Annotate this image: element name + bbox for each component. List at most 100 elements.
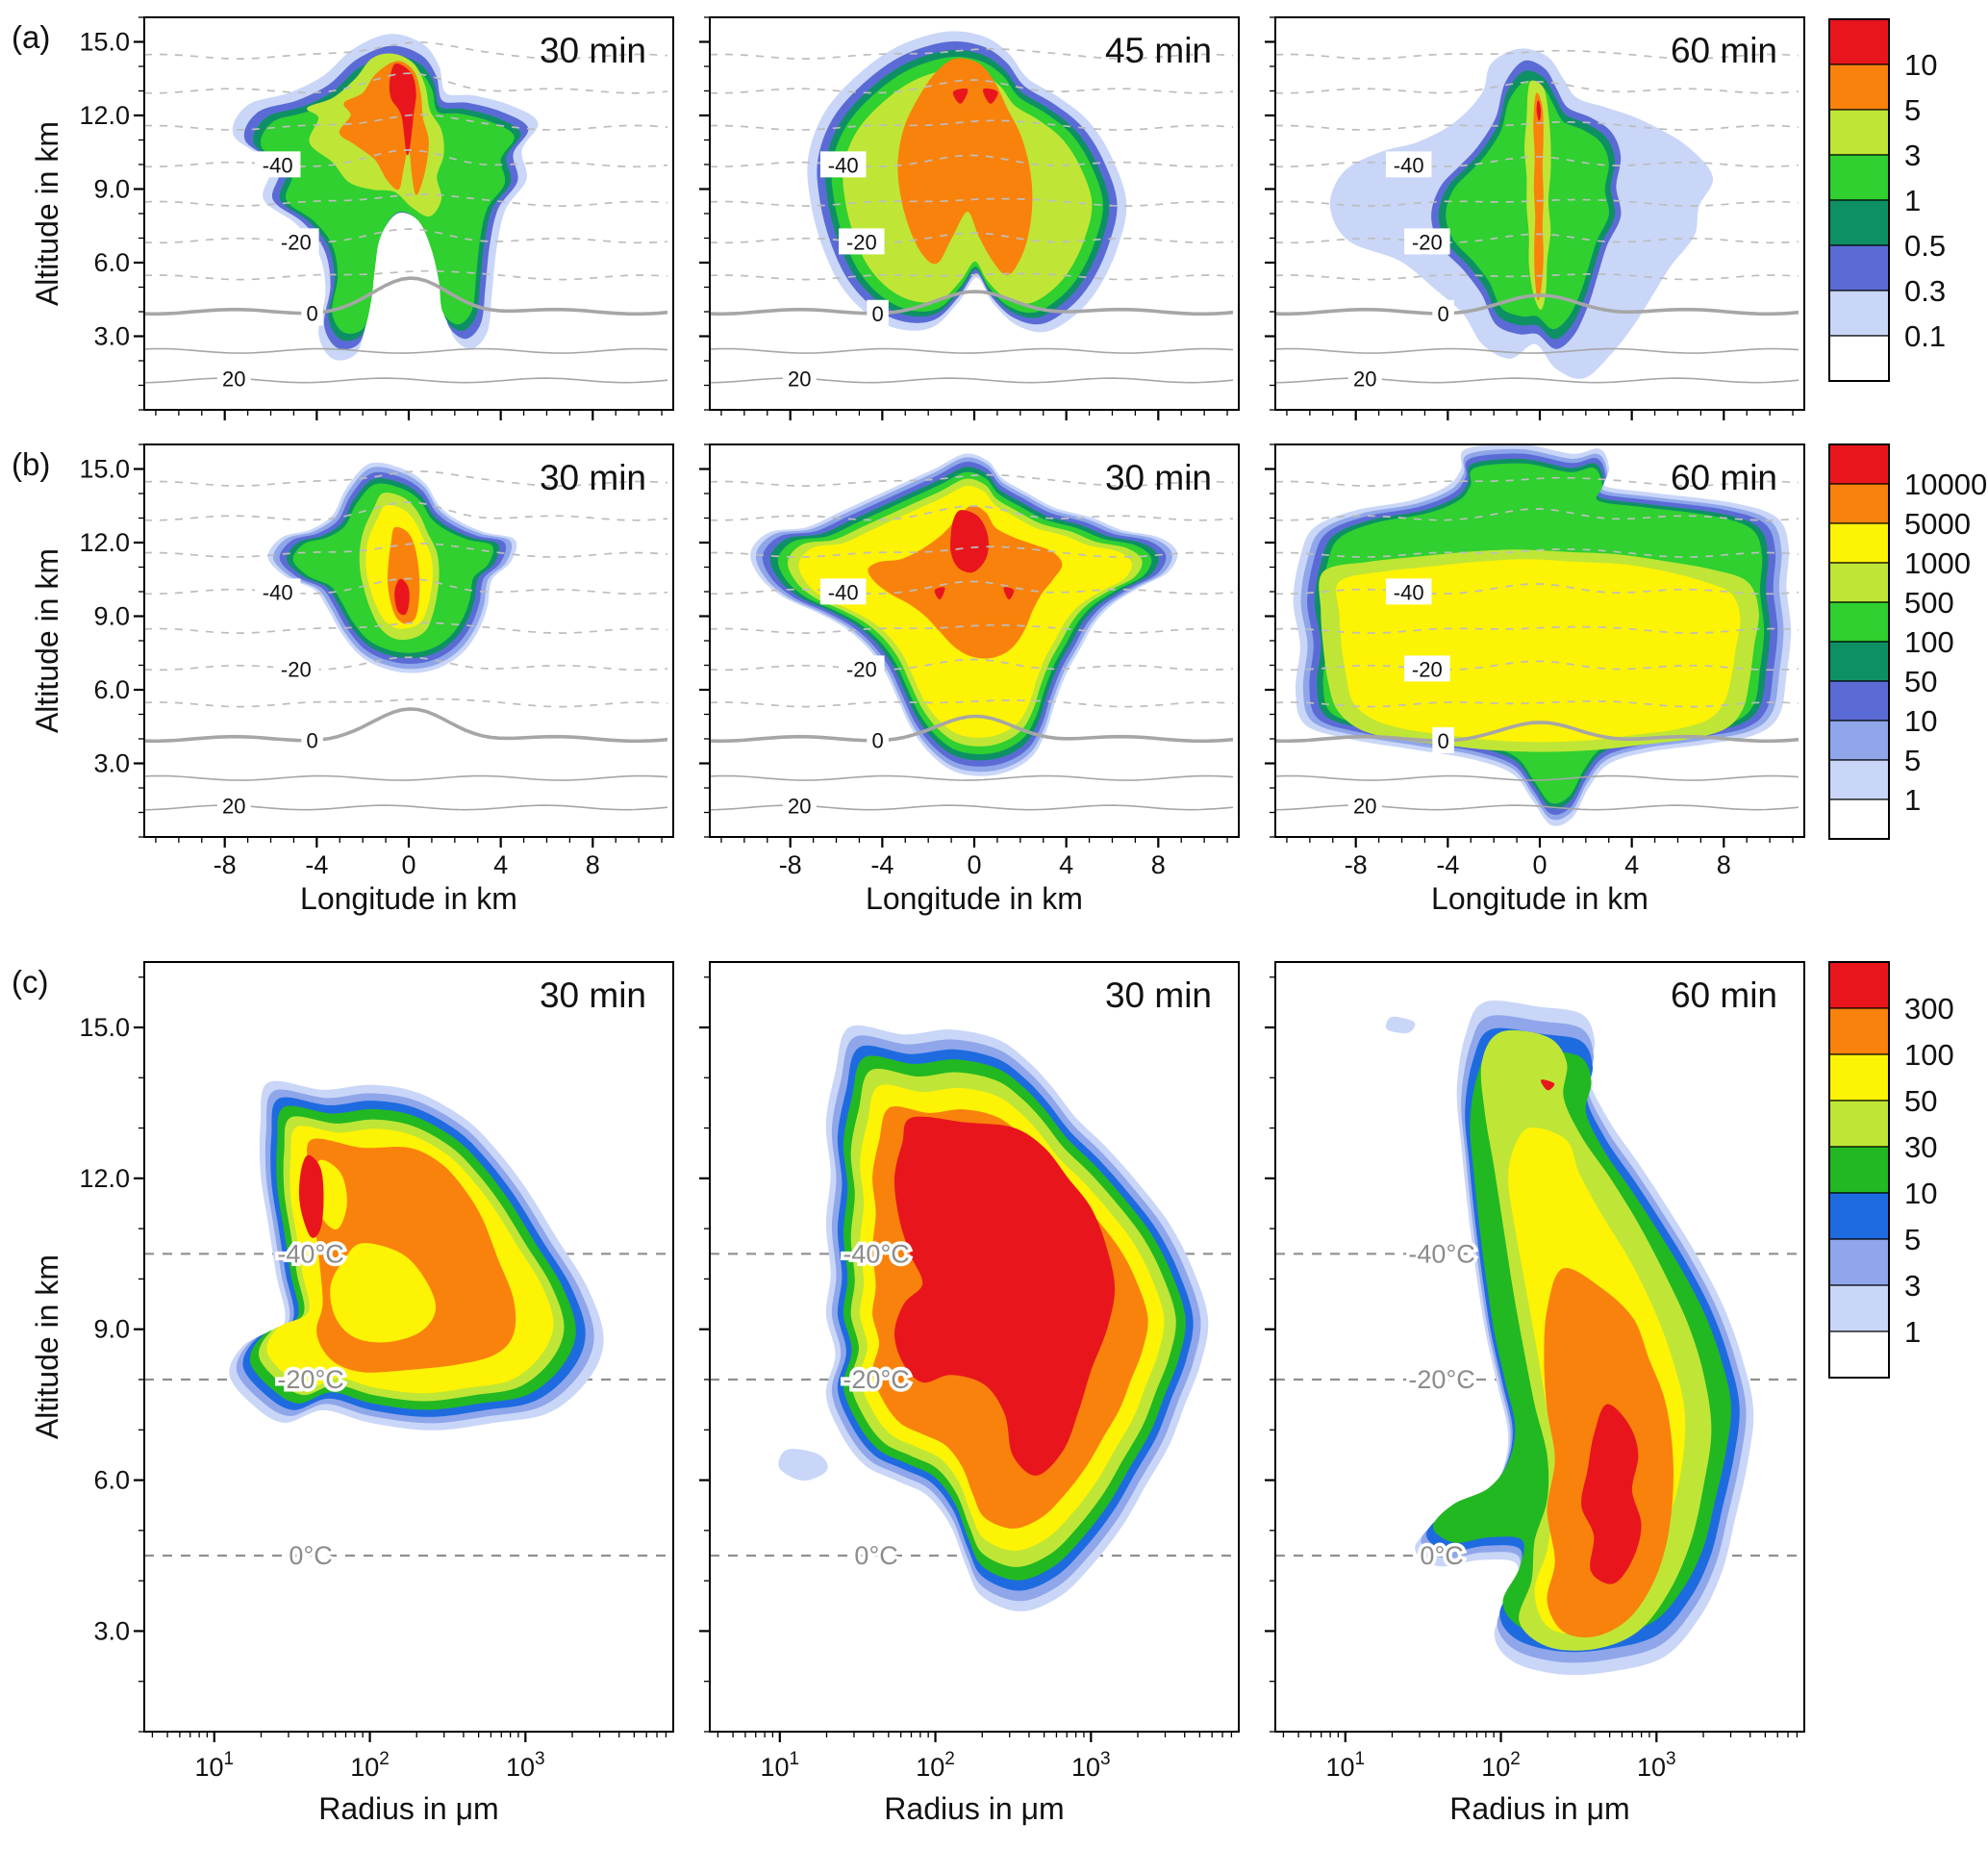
temperature-isoline [710,79,1234,94]
temperature-isoline [710,658,1234,671]
isoline-label: 20 [1353,794,1376,818]
axis-ticks [699,16,1228,420]
panel-c-2: -40°C -20°C 0°C [710,1025,1239,1612]
colorbar-swatch [1828,601,1890,643]
x-tick-label: -4 [1436,850,1459,879]
contour-band-level-1000 [1336,559,1741,743]
temperature-isoline [144,621,668,634]
panel-c-3: -40°C -20°C 0°C [1275,1001,1804,1676]
temperature-isoline [710,290,1234,317]
plot-border [143,961,674,1733]
x-tick-label: 8 [1151,850,1166,879]
temperature-isoline [710,580,1234,595]
isoline-label: 0 [306,729,317,753]
contour-band-level-10 [1536,100,1542,121]
x-tick-label: 102 [350,1749,390,1782]
temperature-isoline [1275,49,1799,60]
colorbar-swatch [1828,1192,1890,1240]
temperature-isoline [144,707,668,744]
colorbar-swatch [1828,63,1890,111]
isoline-label: -40 [1394,153,1424,177]
temperature-isoline [1275,700,1799,708]
temperature-isoline [1275,583,1799,595]
isoline-label: -20 [1412,657,1443,681]
colorbar-label: 100 [1904,625,1954,659]
y-axis-title-row-c: Altitude in km [30,1254,64,1440]
temperature-isoline [1275,508,1799,521]
contour-band-level-10 [389,63,416,156]
contour-band-level-10 [982,88,998,104]
x-tick-label: 102 [1481,1749,1521,1782]
axis-ticks [134,976,667,1742]
isoline-label-box [867,726,889,753]
colorbar-swatch [1828,18,1890,65]
isoline-label: 0 [306,301,317,325]
colorbar-label: 5 [1904,93,1921,127]
y-tick-label: 9.0 [93,602,130,631]
colorbar-swatch [1828,1146,1890,1194]
temperature-isoline [144,269,668,281]
colorbar-label: 3 [1904,139,1921,172]
panel-a-1: 20 0 -20 -40 [144,34,668,392]
y-axis-title-row-b: Altitude in km [30,547,64,734]
contour-band-level-10000 [1003,587,1015,600]
temperature-isoline [1275,625,1799,634]
temperature-isoline [1275,347,1799,354]
panel-c-1: -40°C -20°C 0°C [144,1080,673,1573]
temperature-isoline [710,505,1234,521]
isoline-label: -40 [828,153,859,177]
temperature-isoline [1275,547,1799,558]
colorbar-label: 5 [1904,1223,1921,1256]
colorbar-label: 1 [1904,783,1921,817]
x-tick-label: 102 [916,1749,955,1782]
isoline-label: 0 [1437,302,1448,326]
temperature-isoline [144,501,668,521]
isoline-label-box [1432,299,1454,326]
isoline-label-box [819,151,867,178]
isoline-label-box [1404,228,1450,255]
temperature-isoline [144,149,668,168]
colorbar-swatch [1828,1330,1890,1379]
x-axis-title-c3: Radius in μm [1449,1791,1630,1826]
contour-band-level-10000 [934,587,945,600]
isoline-label-box [1432,726,1454,753]
temperature-isoline [144,41,668,60]
contour-band-level-300 [298,1154,324,1238]
temperature-isoline [144,470,668,487]
isoline-label: 0°C [854,1541,897,1570]
colorbar-swatch [1828,443,1890,485]
temperature-isoline [710,545,1234,558]
contour-band-level-50 [330,1243,437,1343]
colorbar-label: 300 [1904,992,1954,1026]
isoline-label-box [819,578,867,605]
temperature-isoline [144,114,668,131]
temperature-isoline [144,347,668,354]
x-tick-label: 0 [967,850,981,879]
temperature-isoline [1275,198,1799,207]
x-axis-title-b2: Longitude in km [866,881,1083,916]
temperature-isoline [1275,293,1799,317]
y-tick-label: 9.0 [93,1315,130,1344]
x-tick-label: 101 [194,1749,234,1782]
temperature-isoline [144,228,668,244]
isoline-label: -40°C [277,1239,343,1268]
temperature-isoline [1275,273,1799,281]
isoline-label-box [1385,151,1432,178]
colorbar-swatch [1828,522,1890,564]
axis-ticks [1265,443,1794,848]
colorbar-label: 10 [1904,704,1937,738]
colorbar-swatch [1828,290,1890,337]
contour-band-level-300 [893,1116,1116,1476]
temperature-isoline [710,272,1234,281]
x-tick-label: 4 [1624,850,1639,879]
contour-band-level-1 [1385,1016,1416,1033]
temperature-isoline [144,193,668,207]
contour-band-level-10000 [949,510,989,573]
temperature-isoline [710,473,1234,487]
colorbar-label: 1 [1904,1315,1921,1349]
isoline-label: 0 [871,302,883,326]
colorbar-swatch [1828,109,1890,156]
y-tick-label: 3.0 [93,322,130,351]
colorbar-row-a: 10 5 3 1 0.5 0.3 0.1 [1828,18,1946,382]
colorbar-swatch [1828,1007,1890,1055]
